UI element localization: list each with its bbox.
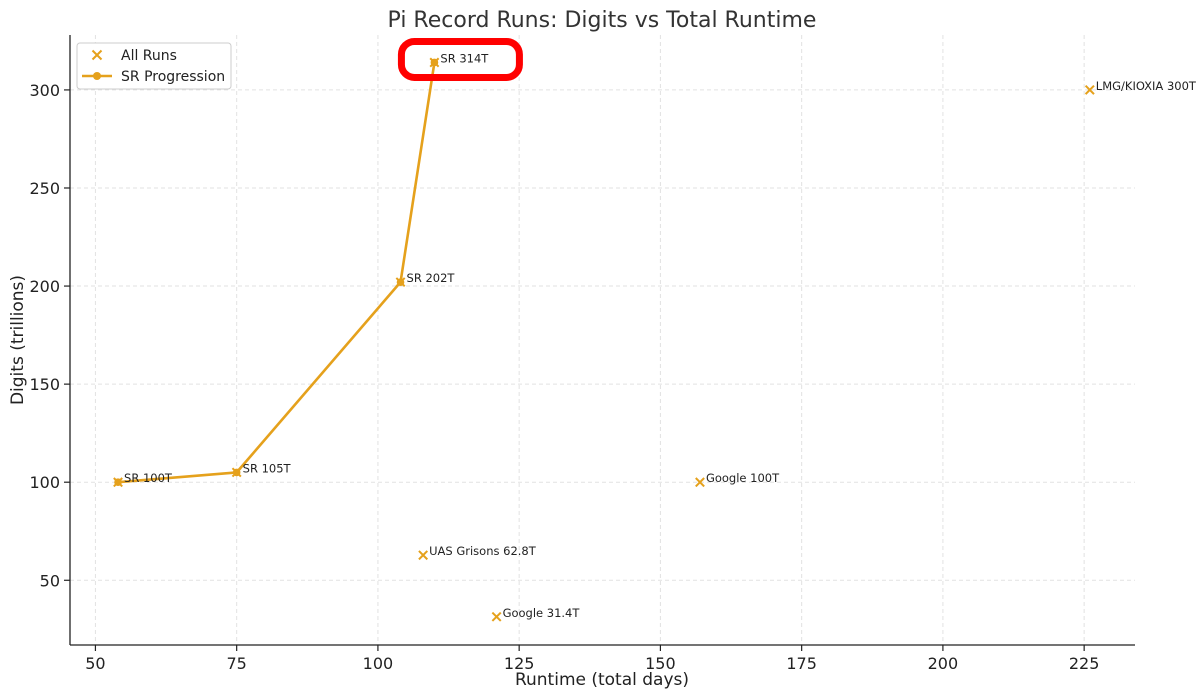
- legend: All Runs SR Progression: [76, 42, 232, 90]
- run-marker-stroke: [429, 57, 440, 68]
- y-tick-label: 150: [29, 375, 60, 394]
- x-tick-label: 200: [928, 654, 959, 673]
- run-point-google-31-4t: [491, 611, 502, 622]
- y-tick-label: 200: [29, 277, 60, 296]
- sr-progression-line: [117, 62, 436, 484]
- run-marker-stroke: [231, 467, 242, 478]
- point-label-sr-202t: SR 202T: [407, 271, 456, 285]
- run-marker-stroke: [113, 477, 123, 488]
- legend-line-dot: [93, 72, 101, 80]
- run-point-sr-314t: [429, 57, 440, 68]
- x-tick-label: 150: [645, 654, 676, 673]
- point-label-lmg-kioxia-300t: LMG/KIOXIA 300T: [1096, 79, 1197, 93]
- run-point-lmg-kioxia-300t: [1084, 85, 1095, 95]
- highlight-annotation: [397, 37, 523, 81]
- run-marker-stroke: [418, 550, 429, 561]
- point-label-sr-314t: SR 314T: [440, 51, 489, 65]
- run-point-google-100t: [695, 477, 705, 488]
- chart-title: Pi Record Runs: Digits vs Total Runtime: [388, 8, 817, 33]
- axes: 50 75 100 125 150 175 200 225 50 100 150 200 250 300: [29, 35, 1135, 673]
- legend-x-stroke: [91, 49, 103, 61]
- x-axis-label: Runtime (total days): [515, 670, 689, 690]
- x-tick-label: 225: [1069, 654, 1100, 673]
- run-point-sr-202t: [395, 277, 406, 288]
- y-tick-label: 50: [40, 571, 60, 590]
- x-tick-label: 50: [85, 654, 105, 673]
- run-point-uas-grisons-62-8t: [418, 550, 429, 561]
- legend-sr-progression-label: SR Progression: [121, 69, 225, 85]
- x-tick-label: 125: [504, 654, 535, 673]
- run-marker-stroke: [1084, 85, 1095, 95]
- sr-progression-layer: [114, 58, 439, 487]
- legend-box: [76, 42, 232, 90]
- point-label-uas-grisons-62-8t: UAS Grisons 62.8T: [429, 544, 537, 558]
- y-tick-label: 250: [29, 179, 60, 198]
- run-point-sr-105t: [231, 467, 242, 478]
- all-runs-layer: [113, 57, 1095, 622]
- legend-all-runs-marker: [91, 49, 103, 61]
- grid: [70, 35, 1135, 645]
- x-tick-label: 175: [786, 654, 817, 673]
- x-tick-label: 100: [363, 654, 394, 673]
- run-marker-stroke: [395, 277, 406, 288]
- x-tick-label: 75: [226, 654, 246, 673]
- point-label-google-100t: Google 100T: [706, 471, 780, 485]
- point-label-sr-100t: SR 100T: [124, 471, 173, 485]
- legend-all-runs-label: All Runs: [121, 48, 177, 64]
- point-labels: SR 100T SR 105T SR 202T SR 314T Google 100T L…: [124, 51, 1197, 619]
- highlight-box: [397, 37, 523, 81]
- run-marker-stroke: [491, 611, 502, 622]
- y-axis-label: Digits (trillions): [8, 275, 28, 405]
- y-tick-label: 100: [29, 473, 60, 492]
- run-point-sr-100t: [113, 477, 123, 488]
- run-marker-stroke: [695, 477, 705, 488]
- point-label-sr-105t: SR 105T: [243, 461, 292, 475]
- point-label-google-31-4t: Google 31.4T: [503, 606, 581, 620]
- y-tick-label: 300: [29, 81, 60, 100]
- legend-sr-progression-marker: [82, 72, 112, 80]
